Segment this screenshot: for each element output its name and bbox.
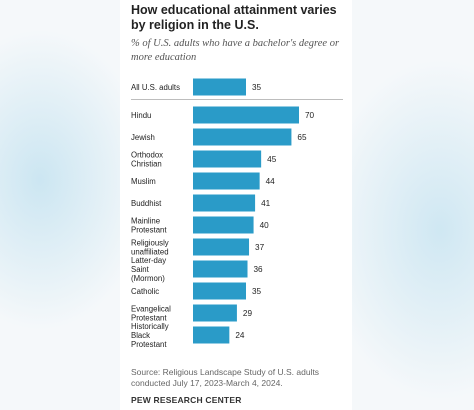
category-label: Jewish — [131, 133, 155, 142]
brand-label: PEW RESEARCH CENTER — [131, 395, 242, 405]
source-note: Source: Religious Landscape Study of U.S… — [131, 367, 320, 388]
bar — [193, 172, 260, 190]
category-label: Evangelical Protestant — [131, 305, 171, 323]
category-label: Muslim — [131, 177, 156, 186]
chart-subtitle: % of U.S. adults who have a bachelor's d… — [131, 38, 340, 63]
bar-value-label: 44 — [266, 177, 276, 186]
bar — [193, 150, 262, 168]
bar — [193, 106, 299, 124]
bar-value-label: 37 — [255, 243, 265, 252]
category-label: All U.S. adults — [131, 83, 180, 92]
bar-value-label: 41 — [261, 199, 271, 208]
category-label: Orthodox Christian — [131, 151, 163, 169]
bar — [193, 78, 246, 96]
bar — [193, 216, 254, 234]
chart-divider — [131, 99, 343, 100]
bar-value-label: 29 — [243, 309, 253, 318]
bar — [193, 304, 237, 322]
bar — [193, 260, 248, 278]
category-label: Hindu — [131, 111, 151, 120]
bar — [193, 238, 250, 256]
category-label: Catholic — [131, 287, 159, 296]
category-label: Mainline Protestant — [131, 217, 167, 235]
category-label: Latter-day Saint (Mormon) — [131, 256, 166, 283]
category-label: Buddhist — [131, 199, 162, 208]
bar-value-label: 40 — [260, 221, 270, 230]
bar-value-label: 70 — [305, 111, 315, 120]
bar-value-label: 36 — [254, 265, 264, 274]
category-label: Religiously unaffiliated — [131, 239, 169, 257]
bar-value-label: 65 — [297, 133, 307, 142]
category-label: Historically Black Protestant — [131, 322, 169, 349]
bar-value-label: 35 — [252, 83, 262, 92]
bar — [193, 326, 230, 344]
bar-value-label: 35 — [252, 287, 262, 296]
bar — [193, 128, 292, 146]
bar — [193, 282, 246, 300]
bar-value-label: 45 — [267, 155, 277, 164]
bar — [193, 194, 256, 212]
bar-value-label: 24 — [235, 331, 245, 340]
chart-title: How educational attainment varies by rel… — [131, 3, 337, 32]
